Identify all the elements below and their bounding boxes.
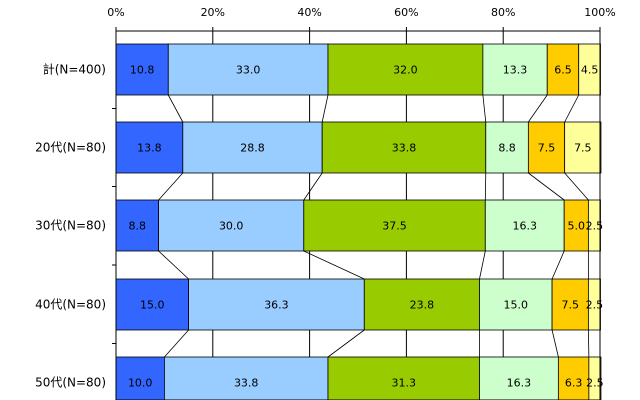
x-tick-label: 20%	[201, 6, 225, 19]
connector-line	[303, 172, 323, 201]
data-label: 33.0	[236, 64, 261, 77]
data-label: 15.0	[140, 299, 165, 312]
bar-segment	[527, 121, 566, 174]
bar-segment	[321, 121, 487, 174]
data-label: 10.8	[130, 64, 155, 77]
bar-segment	[167, 43, 329, 96]
bar-segment	[588, 356, 602, 400]
x-tick-label: 0%	[107, 6, 124, 19]
bar-segment	[115, 121, 184, 174]
x-tick-label: 80%	[491, 6, 515, 19]
data-label: 13.3	[503, 64, 528, 77]
connector-line	[482, 94, 487, 123]
data-label: 33.8	[392, 142, 417, 155]
connector-line	[479, 250, 486, 280]
category-label: 20代(N=80)	[35, 141, 106, 155]
data-label: 8.8	[129, 220, 147, 233]
data-label: 16.3	[512, 220, 537, 233]
data-label: 30.0	[219, 220, 244, 233]
connector-line	[528, 94, 548, 123]
connector-line	[158, 250, 189, 280]
bar-segment	[188, 278, 365, 331]
bar-segment	[303, 199, 486, 252]
data-label: 8.8	[498, 142, 516, 155]
data-label: 5.0	[568, 220, 586, 233]
axes	[112, 27, 601, 400]
data-label: 16.3	[507, 377, 532, 390]
bar-segment	[327, 356, 480, 400]
data-label: 6.3	[565, 377, 583, 390]
category-labels: 計(N=400) 20代(N=80) 30代(N=80) 40代(N=80) 50代(N…	[35, 62, 106, 390]
data-label: 15.0	[504, 299, 529, 312]
bar-segment	[551, 278, 589, 331]
bar-segment	[564, 121, 602, 174]
connector-line	[551, 329, 559, 358]
connector-line	[321, 94, 329, 123]
connector-line	[551, 250, 565, 280]
bar-segment	[363, 278, 480, 331]
bar-segment	[115, 199, 159, 252]
bar-segment	[484, 199, 565, 252]
data-label: 13.8	[137, 142, 162, 155]
connector-line	[164, 329, 189, 358]
bar-segment	[479, 278, 553, 331]
bar-segment	[479, 356, 559, 400]
category-label: 50代(N=80)	[35, 376, 106, 390]
data-label: 28.8	[240, 142, 265, 155]
data-label: 2.5	[586, 220, 604, 233]
data-label: 7.5	[574, 142, 592, 155]
connector-line	[564, 172, 589, 201]
plot-frame	[115, 30, 601, 400]
data-label: 31.3	[391, 377, 416, 390]
data-label: 37.5	[382, 220, 407, 233]
data-label: 4.5	[581, 64, 599, 77]
bar-segment	[182, 121, 323, 174]
data-label: 2.5	[586, 299, 604, 312]
bar-segment	[485, 121, 529, 174]
connector-line	[564, 94, 580, 123]
x-tick-label: 40%	[297, 6, 321, 19]
bar-segment	[115, 278, 189, 331]
data-label: 36.3	[264, 299, 289, 312]
connector-line	[158, 172, 184, 201]
x-axis-ticks: 0% 20% 40% 60% 80% 100%	[107, 6, 615, 19]
category-label: 40代(N=80)	[35, 298, 106, 312]
data-label: 33.8	[234, 377, 259, 390]
data-label: 2.5	[586, 377, 604, 390]
bar-segment	[482, 43, 548, 96]
data-label: 23.8	[410, 299, 435, 312]
data-label: 7.5	[538, 142, 556, 155]
data-label: 32.0	[393, 64, 418, 77]
x-tick-label: 100%	[584, 6, 615, 19]
bars	[115, 43, 602, 400]
bar-segment	[158, 199, 305, 252]
bar-segment	[115, 43, 169, 96]
category-label: 30代(N=80)	[35, 219, 106, 233]
data-label: 6.5	[554, 64, 572, 77]
connector-lines	[158, 94, 590, 358]
category-label: 計(N=400)	[43, 62, 106, 77]
connector-line	[167, 94, 184, 123]
data-label: 7.5	[561, 299, 579, 312]
bar-segment	[115, 356, 165, 400]
data-labels: 10.8 33.0 32.0 13.3 6.5 4.5 13.8 28.8 33.8 8.8 7.5…	[128, 64, 604, 390]
connector-line	[303, 250, 365, 280]
x-tick-label: 60%	[394, 6, 418, 19]
bar-segment	[327, 43, 484, 96]
connector-line	[528, 172, 565, 201]
data-label: 10.0	[128, 377, 153, 390]
connector-line	[327, 329, 365, 358]
